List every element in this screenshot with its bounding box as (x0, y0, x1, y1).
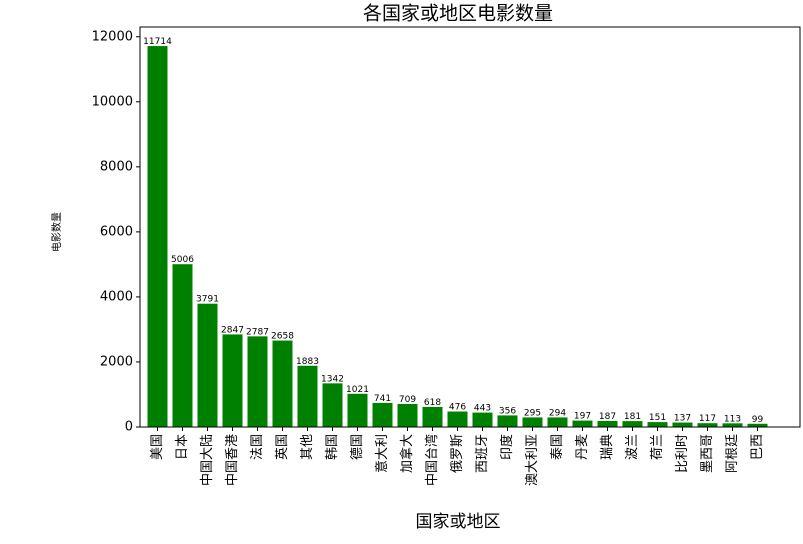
value-label: 476 (449, 403, 466, 413)
x-tick-label: 德国 (350, 434, 365, 460)
x-tick-label: 意大利 (374, 434, 390, 473)
bar (622, 421, 643, 427)
bar (497, 415, 518, 427)
value-label: 618 (424, 398, 441, 408)
value-label: 197 (574, 412, 591, 422)
value-label: 11714 (143, 37, 172, 47)
value-label: 709 (399, 395, 416, 405)
value-label: 3791 (196, 295, 219, 305)
value-label: 294 (549, 408, 566, 418)
x-tick-label: 俄罗斯 (450, 434, 465, 473)
bar (422, 406, 443, 427)
plot-frame (139, 26, 801, 428)
chart-title: 各国家或地区电影数量 (363, 3, 553, 25)
value-label: 2658 (271, 332, 294, 342)
bar (322, 383, 343, 427)
x-tick-label: 澳大利亚 (524, 434, 540, 486)
value-label: 137 (674, 414, 691, 424)
bar (397, 403, 418, 427)
bar (722, 423, 743, 427)
y-tick-label: 6000 (100, 224, 133, 239)
x-axis-label: 国家或地区 (416, 512, 501, 532)
bar (172, 264, 193, 427)
x-tick-label: 中国台湾 (424, 434, 440, 486)
x-tick-label: 其他 (300, 434, 315, 460)
bar (697, 423, 718, 427)
value-label: 1021 (346, 385, 369, 395)
x-tick-label: 波兰 (625, 434, 640, 460)
y-tick-label: 10000 (92, 94, 133, 109)
y-axis-label: 电影数量 (50, 212, 63, 252)
bar (572, 420, 593, 427)
value-label: 99 (752, 415, 764, 425)
y-tick-label: 12000 (92, 29, 133, 44)
value-label: 295 (524, 408, 541, 418)
x-tick-label: 中国香港 (225, 434, 240, 486)
x-tick-label: 阿根廷 (725, 434, 740, 473)
bar (647, 422, 668, 427)
value-label: 1883 (296, 357, 319, 367)
value-label: 2847 (221, 325, 244, 335)
bar (447, 411, 468, 427)
bar (672, 422, 693, 427)
bar (197, 303, 218, 427)
y-tick-label: 8000 (100, 159, 133, 174)
bar (597, 420, 618, 427)
bar (272, 340, 293, 427)
value-label: 187 (599, 412, 616, 422)
y-tick-label: 2000 (100, 354, 133, 369)
value-label: 181 (624, 412, 641, 422)
x-tick-label: 比利时 (675, 434, 690, 473)
x-tick-label: 美国 (150, 434, 165, 460)
x-tick-label: 墨西哥 (700, 434, 715, 473)
x-tick-label: 日本 (175, 434, 190, 460)
x-tick-label: 西班牙 (475, 434, 490, 473)
y-tick-label: 4000 (100, 289, 133, 304)
x-tick-label: 丹麦 (575, 434, 590, 460)
value-label: 2787 (246, 327, 269, 337)
bar (347, 393, 368, 427)
x-tick-label: 中国大陆 (199, 434, 215, 486)
value-label: 117 (699, 414, 716, 424)
bar (747, 423, 768, 427)
value-label: 1342 (321, 374, 344, 384)
bar (222, 334, 243, 427)
bar (297, 365, 318, 427)
x-tick-label: 荷兰 (650, 434, 665, 460)
value-label: 741 (374, 394, 391, 404)
x-tick-label: 英国 (275, 434, 290, 460)
x-tick-label: 韩国 (325, 434, 340, 460)
value-label: 356 (499, 406, 516, 416)
bar (147, 46, 168, 427)
y-tick-label: 0 (125, 420, 133, 435)
x-tick-label: 印度 (499, 434, 515, 460)
x-tick-label: 瑞典 (600, 434, 615, 460)
bar (522, 417, 543, 427)
value-label: 443 (474, 404, 491, 414)
x-tick-label: 泰国 (550, 434, 565, 460)
value-label: 5006 (171, 255, 194, 265)
value-label: 113 (724, 414, 741, 424)
x-tick-label: 加拿大 (399, 434, 415, 473)
x-tick-label: 法国 (250, 434, 265, 460)
bar (247, 336, 268, 427)
bar (372, 402, 393, 427)
bar (547, 417, 568, 427)
x-tick-label: 巴西 (750, 434, 765, 460)
bar (472, 412, 493, 427)
value-label: 151 (649, 413, 666, 423)
